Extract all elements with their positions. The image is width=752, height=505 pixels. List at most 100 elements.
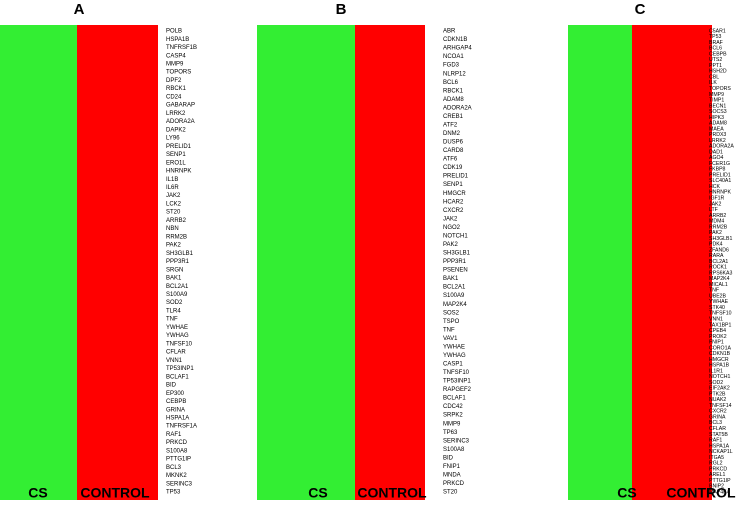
gene-label: PRELID1 bbox=[443, 174, 469, 180]
gene-label: GABARAP bbox=[166, 103, 195, 109]
gene-label: SLC40A1 bbox=[709, 178, 731, 184]
gene-label: HSPA1A bbox=[166, 415, 189, 421]
gene-label: S100A9 bbox=[443, 293, 465, 299]
gene-label: ABR bbox=[443, 29, 456, 35]
gene-label: TNFRSF1A bbox=[166, 424, 197, 430]
gene-label: CXCR2 bbox=[709, 409, 727, 415]
gene-label: NLRP12 bbox=[443, 71, 466, 77]
gene-label: CBL bbox=[709, 74, 719, 80]
gene-label: TLR4 bbox=[166, 308, 181, 314]
gene-label: HNRNPK bbox=[166, 169, 191, 175]
gene-label: BID bbox=[443, 455, 454, 461]
gene-label: YWHAE bbox=[709, 299, 729, 305]
gene-label: CDK19 bbox=[443, 165, 463, 171]
gene-label: BCLAF1 bbox=[443, 396, 466, 402]
gene-label: NCOA1 bbox=[443, 54, 464, 60]
gene-label: CORO1A bbox=[709, 345, 731, 351]
column-label: CONTROL bbox=[357, 485, 427, 501]
gene-label: LCK2 bbox=[166, 201, 182, 207]
gene-label: CEBPB bbox=[166, 399, 186, 405]
gene-label: BCL6 bbox=[443, 80, 459, 86]
gene-label: YWHAG bbox=[166, 333, 189, 339]
gene-label: BCL3 bbox=[166, 465, 182, 471]
gene-label: BRAF bbox=[709, 40, 723, 46]
gene-label: IGF1R bbox=[709, 195, 725, 201]
gene-label: ERO1L bbox=[166, 160, 186, 166]
gene-label: CXCR2 bbox=[443, 208, 464, 214]
gene-label: TP53INP1 bbox=[443, 379, 471, 385]
gene-label: TIMP1 bbox=[709, 98, 724, 104]
gene-label: MAP2K4 bbox=[443, 302, 467, 308]
gene-label: SOS2 bbox=[443, 310, 460, 316]
gene-label: TOPORS bbox=[166, 70, 191, 76]
control-column bbox=[632, 25, 712, 500]
gene-label: PAK2 bbox=[443, 242, 459, 248]
gene-label: S100A8 bbox=[443, 447, 465, 453]
gene-label: BECN1 bbox=[709, 103, 726, 109]
gene-label: RAF1 bbox=[166, 432, 182, 438]
gene-label: MAEA bbox=[709, 126, 724, 132]
gene-label: CPEB4 bbox=[709, 328, 726, 334]
gene-label: RRM2B bbox=[166, 234, 187, 240]
gene-label: AREL1 bbox=[709, 472, 726, 478]
gene-label: PPP3R1 bbox=[443, 259, 467, 265]
gene-label: MMP9 bbox=[166, 62, 184, 68]
gene-label: JAK2 bbox=[166, 193, 181, 199]
gene-label: VNN1 bbox=[166, 358, 183, 364]
gene-label: SH3GLB1 bbox=[166, 251, 194, 257]
gene-label: RARA bbox=[709, 253, 724, 259]
gene-label: EIF2AK2 bbox=[709, 386, 730, 392]
gene-label: PRDX3 bbox=[709, 132, 726, 138]
gene-label: RBCK1 bbox=[443, 88, 464, 94]
gene-label: NUAK2 bbox=[709, 397, 726, 403]
gene-label: AGO4 bbox=[709, 155, 724, 161]
gene-label: NBN bbox=[166, 226, 179, 232]
gene-label: TOPORS bbox=[709, 86, 731, 92]
gene-label: IL1R1 bbox=[709, 368, 723, 374]
gene-label: SRPK2 bbox=[443, 413, 463, 419]
cs-column bbox=[568, 25, 632, 500]
column-label: CS bbox=[308, 485, 327, 501]
gene-label: TNFSF10 bbox=[709, 311, 732, 317]
gene-label: TNF bbox=[709, 288, 719, 294]
gene-label: GRINA bbox=[166, 407, 185, 413]
gene-label: HCK bbox=[709, 184, 720, 190]
gene-label: C5AR1 bbox=[709, 28, 726, 34]
gene-label: STK40 bbox=[709, 305, 725, 311]
gene-label: ADAM8 bbox=[709, 121, 727, 127]
gene-label: ZFAND6 bbox=[709, 247, 729, 253]
gene-label: JAK2 bbox=[443, 216, 458, 222]
gene-label: CDKN1B bbox=[443, 37, 467, 43]
gene-label: HSPA1B bbox=[709, 363, 730, 369]
column-label: CONTROL bbox=[666, 485, 736, 501]
gene-label: ARRB2 bbox=[166, 218, 187, 224]
gene-label: SERINC3 bbox=[443, 438, 470, 444]
gene-label: MAP4K4 bbox=[709, 489, 730, 495]
gene-label: ADAM8 bbox=[443, 97, 464, 103]
gene-label: DUSP6 bbox=[443, 140, 464, 146]
gene-label: LY96 bbox=[166, 136, 180, 142]
gene-label: NGO2 bbox=[443, 225, 461, 231]
gene-label: PROK2 bbox=[709, 334, 727, 340]
cs-column bbox=[0, 25, 77, 500]
gene-label: STAT5B bbox=[709, 432, 728, 438]
gene-label: RRM2B bbox=[709, 224, 728, 230]
gene-label: MMP9 bbox=[709, 92, 724, 98]
gene-label: NCKAP1L bbox=[709, 449, 733, 455]
column-label: CONTROL bbox=[80, 485, 150, 501]
gene-label: MAP2K4 bbox=[709, 276, 730, 282]
gene-label: SENP1 bbox=[166, 152, 186, 158]
cs-column bbox=[257, 25, 355, 500]
gene-label: ATF2 bbox=[443, 122, 458, 128]
gene-label: SH3GLB1 bbox=[443, 251, 471, 257]
gene-label: UBE2B bbox=[709, 293, 727, 299]
gene-label: PRKCD bbox=[709, 466, 727, 472]
gene-label: CARD8 bbox=[443, 148, 464, 154]
gene-label: LRRK2 bbox=[166, 111, 186, 117]
gene-label: TP63 bbox=[443, 430, 458, 436]
gene-label: ADORA2A bbox=[166, 119, 195, 125]
gene-label: BAK1 bbox=[443, 276, 459, 282]
gene-label: FGD3 bbox=[443, 63, 460, 69]
gene-label: BAK1 bbox=[166, 276, 182, 282]
